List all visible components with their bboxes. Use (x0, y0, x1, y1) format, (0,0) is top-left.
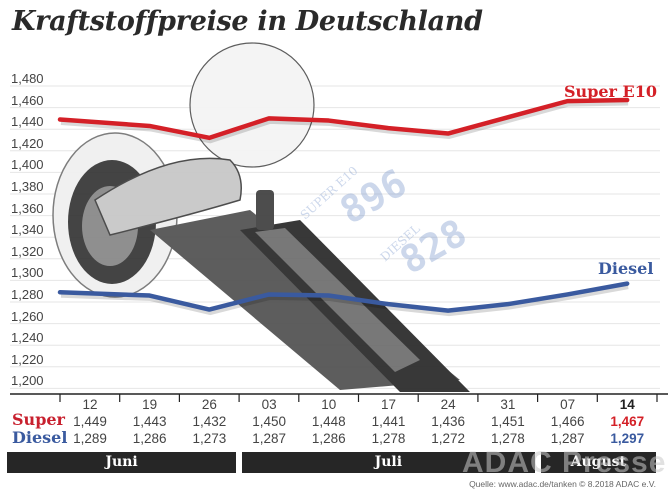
price-cell-super: 1,466 (550, 414, 585, 429)
price-cell-super: 1,443 (132, 414, 167, 429)
x-tick-label: 07 (560, 397, 576, 412)
series-line-diesel (57, 281, 630, 313)
price-cell-super: 1,441 (371, 414, 406, 429)
y-tick-label: 1,420 (11, 135, 44, 151)
fuel-nozzle-illustration (52, 42, 470, 392)
y-tick-label: 1,380 (11, 179, 44, 194)
x-tick-label: 24 (440, 397, 456, 412)
y-tick-label: 1,360 (11, 200, 44, 216)
price-cell-super: 1,450 (252, 414, 286, 429)
price-cell-diesel: 1,273 (192, 431, 227, 446)
row-label-diesel: Diesel (12, 428, 68, 447)
price-cell-diesel: 1,297 (610, 431, 645, 446)
price-cell-diesel: 1,287 (252, 431, 286, 446)
price-cell-super: 1,448 (311, 414, 346, 429)
price-cell-super: 1,467 (610, 414, 645, 429)
price-cell-diesel: 1,278 (490, 431, 525, 446)
y-tick-label: 1,440 (11, 114, 44, 130)
month-band-august: August (540, 452, 656, 473)
price-cell-super: 1,449 (73, 414, 107, 429)
chart-title: Kraftstoffpreise in Deutschland (12, 6, 483, 37)
x-tick-label: 14 (619, 397, 635, 412)
row-label-super: Super (12, 410, 65, 429)
y-tick-label: 1,200 (11, 373, 44, 389)
x-tick-label: 03 (261, 397, 277, 412)
series-line-super (57, 97, 630, 141)
y-tick-label: 1,400 (11, 157, 44, 173)
price-cell-diesel: 1,272 (431, 431, 466, 446)
y-tick-label: 1,320 (11, 243, 44, 259)
x-tick-label: 31 (500, 397, 516, 412)
price-cell-super: 1,432 (192, 414, 227, 429)
y-tick-label: 1,260 (11, 308, 44, 324)
price-cell-diesel: 1,278 (371, 431, 406, 446)
month-band-juni: Juni (7, 452, 237, 473)
x-tick-label: 12 (82, 397, 98, 412)
x-tick-label: 10 (321, 397, 337, 412)
x-tick-label: 19 (142, 397, 158, 412)
price-cell-diesel: 1,289 (73, 431, 107, 446)
x-tick-label: 26 (201, 397, 217, 412)
y-tick-label: 1,340 (11, 222, 44, 238)
watermark: ADAC Presse (462, 446, 667, 479)
y-tick-label: 1,280 (11, 287, 44, 302)
y-tick-label: 1,480 (11, 71, 44, 86)
y-tick-label: 1,300 (11, 265, 44, 281)
y-tick-label: 1,240 (11, 330, 44, 346)
price-cell-super: 1,436 (431, 414, 466, 429)
month-band-juli: Juli (242, 452, 535, 473)
svg-text:828: 828 (393, 210, 474, 282)
price-cell-diesel: 1,287 (550, 431, 585, 446)
y-tick-label: 1,460 (11, 92, 44, 108)
price-cell-diesel: 1,286 (311, 431, 346, 446)
price-cell-diesel: 1,286 (132, 431, 167, 446)
x-tick-label: 17 (380, 397, 397, 412)
y-tick-label: 1,220 (11, 351, 44, 367)
legend-super-e10: Super E10 (564, 82, 658, 101)
source-note: Quelle: www.adac.de/tanken © 8.2018 ADAC… (469, 479, 656, 489)
price-cell-super: 1,451 (490, 414, 525, 429)
legend-diesel: Diesel (598, 259, 654, 278)
